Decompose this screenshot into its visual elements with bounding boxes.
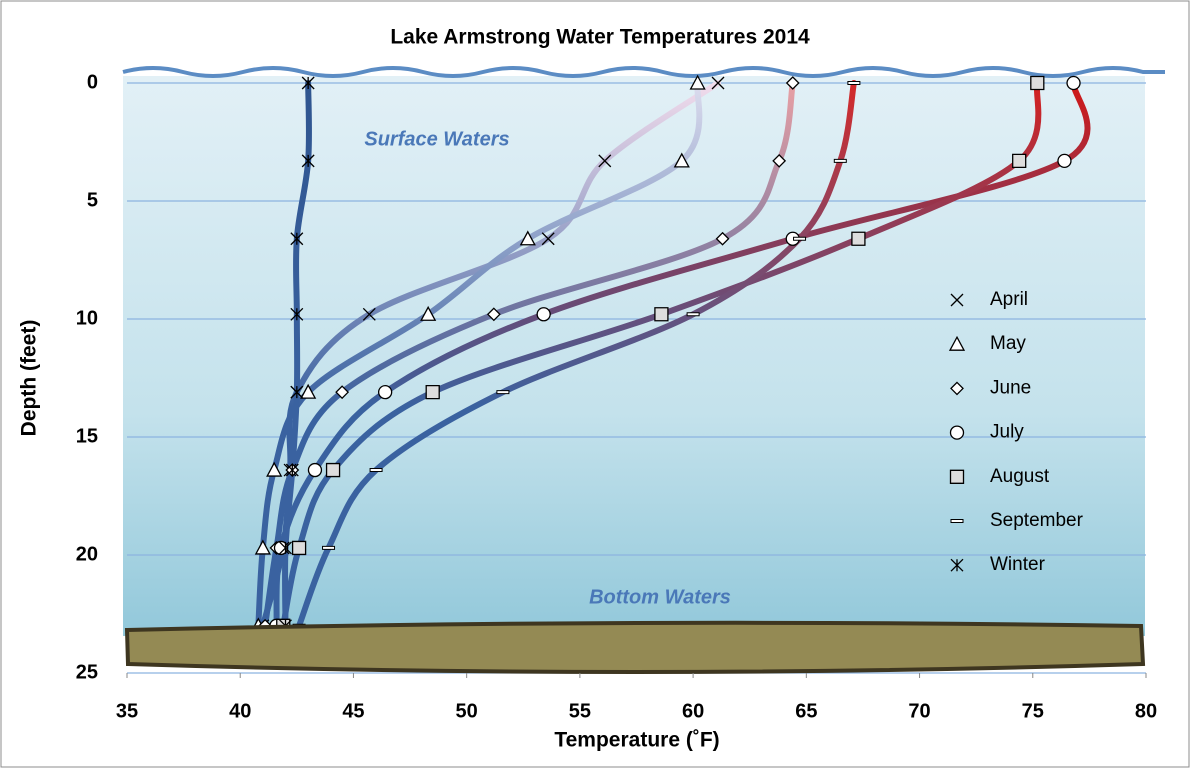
lake-bottom (127, 623, 1143, 672)
data-point (293, 541, 306, 554)
chart: Lake Armstrong Water Temperatures 2014 T… (0, 0, 1191, 770)
data-point (1031, 77, 1044, 90)
y-tick-label: 15 (76, 425, 98, 447)
y-tick-label: 5 (87, 189, 98, 211)
x-tick-label: 40 (229, 700, 251, 722)
x-tick-label: 35 (116, 700, 138, 722)
chart-title: Lake Armstrong Water Temperatures 2014 (390, 26, 810, 49)
legend-label: May (990, 333, 1026, 354)
data-point (852, 232, 865, 245)
data-point (323, 546, 335, 549)
data-point (379, 386, 392, 399)
data-point (537, 308, 550, 321)
legend-label: September (990, 510, 1084, 531)
legend-marker (951, 520, 963, 523)
data-point (1058, 154, 1071, 167)
x-tick-label: 50 (456, 700, 478, 722)
data-point (1067, 77, 1080, 90)
y-tick-label: 0 (87, 71, 98, 93)
y-axis-label: Depth (feet) (18, 320, 41, 437)
annotation: Bottom Waters (589, 586, 731, 608)
legend-marker (951, 470, 964, 483)
x-axis-label: Temperature (˚F) (554, 729, 719, 752)
data-point (327, 464, 340, 477)
annotation: Surface Waters (364, 128, 509, 150)
x-tick-label: 45 (342, 700, 364, 722)
x-tick-label: 55 (569, 700, 591, 722)
x-tick-label: 80 (1135, 700, 1157, 722)
y-tick-label: 20 (76, 543, 98, 565)
page: Lake Armstrong Water Temperatures 2014 T… (0, 0, 1191, 770)
x-tick-label: 65 (795, 700, 817, 722)
legend-label: August (990, 466, 1050, 487)
data-point (848, 82, 860, 85)
data-point (370, 469, 382, 472)
data-point (794, 237, 806, 240)
y-tick-label: 25 (76, 661, 98, 683)
legend-marker (951, 426, 964, 439)
data-point (426, 386, 439, 399)
data-point (834, 159, 846, 162)
x-tick-label: 75 (1022, 700, 1044, 722)
y-tick-label: 10 (76, 307, 98, 329)
legend-label: Winter (990, 554, 1046, 575)
legend-label: July (990, 422, 1024, 443)
data-point (497, 391, 509, 394)
legend-label: April (990, 289, 1028, 310)
data-point (687, 313, 699, 316)
x-tick-label: 60 (682, 700, 704, 722)
x-tick-label: 70 (908, 700, 930, 722)
data-point (308, 464, 321, 477)
legend-label: June (990, 377, 1031, 398)
data-point (1013, 154, 1026, 167)
data-point (655, 308, 668, 321)
